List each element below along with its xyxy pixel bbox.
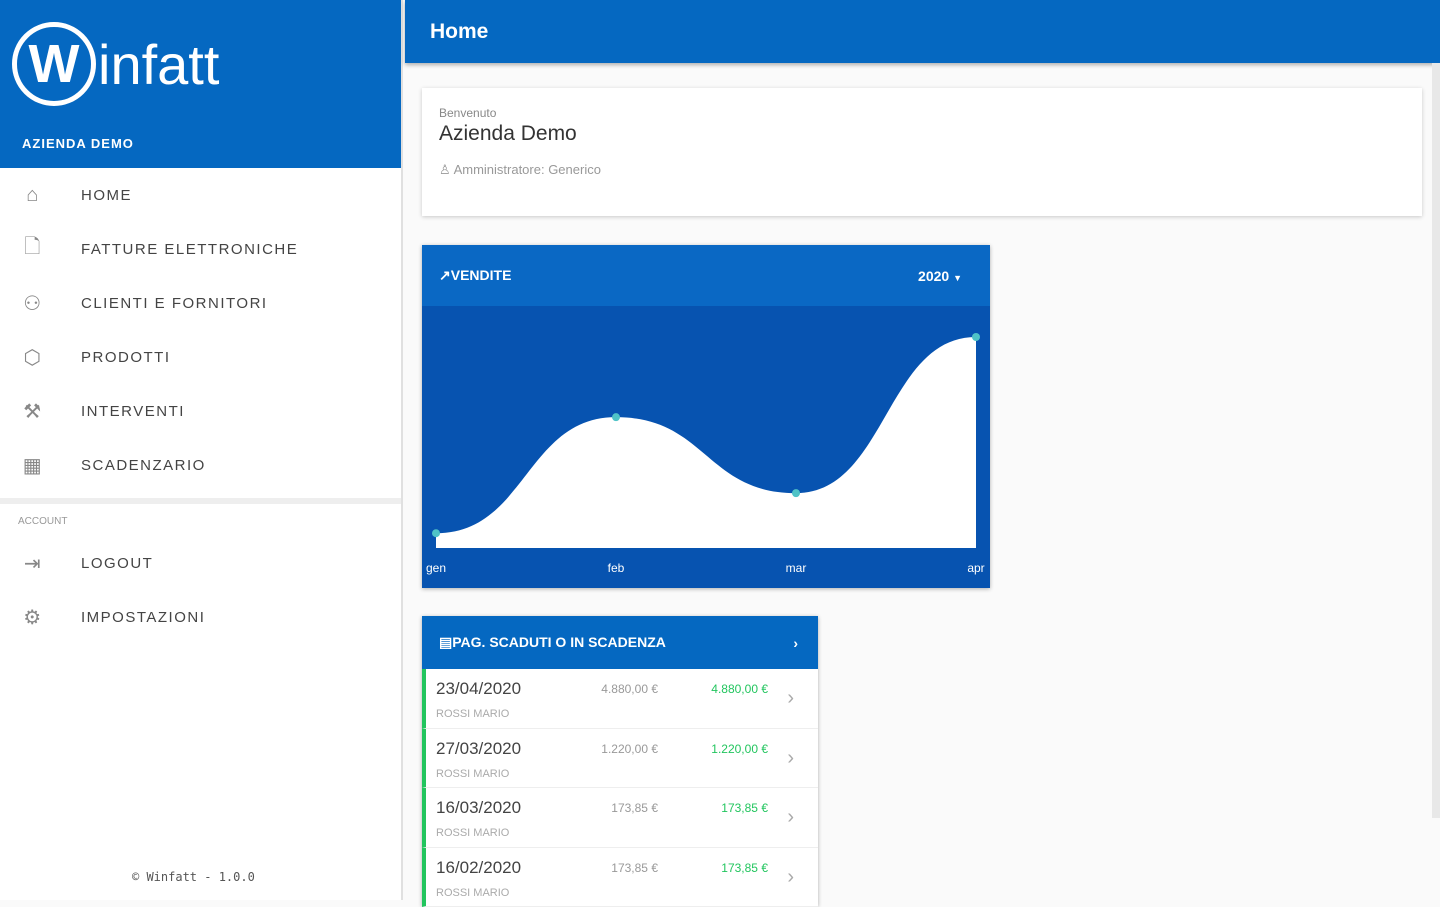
payment-due: 173,85 € bbox=[721, 861, 768, 875]
x-tick-label: gen bbox=[426, 561, 446, 575]
box-icon: ⬡ bbox=[20, 345, 46, 370]
version-footer: © Winfatt - 1.0.0 bbox=[132, 870, 255, 884]
payment-amount: 4.880,00 € bbox=[601, 682, 658, 696]
sidebar-item-prodotti[interactable]: ⬡ PRODOTTI bbox=[0, 330, 401, 384]
data-point-feb[interactable] bbox=[612, 413, 620, 421]
company-name: AZIENDA DEMO bbox=[22, 136, 134, 151]
payment-due: 4.880,00 € bbox=[711, 682, 768, 696]
welcome-card: Benvenuto Azienda Demo ♙ Amministratore:… bbox=[422, 88, 1422, 216]
payment-due: 173,85 € bbox=[721, 801, 768, 815]
document-icon: 🗋 bbox=[20, 232, 46, 266]
payment-date: 23/04/2020 bbox=[436, 679, 521, 699]
sales-title: VENDITE bbox=[451, 267, 512, 283]
sidebar-item-clienti[interactable]: ⚇ CLIENTI E FORNITORI bbox=[0, 276, 401, 330]
nav-label: SCADENZARIO bbox=[81, 457, 206, 474]
sidebar-item-home[interactable]: ⌂ HOME bbox=[0, 168, 401, 222]
home-icon: ⌂ bbox=[20, 184, 46, 207]
top-bar: Home bbox=[405, 0, 1440, 63]
payment-customer: ROSSI MARIO bbox=[436, 827, 509, 839]
data-point-apr[interactable] bbox=[972, 333, 980, 341]
chevron-right-icon: › bbox=[787, 747, 794, 770]
nav-label: FATTURE ELETTRONICHE bbox=[81, 241, 298, 258]
payment-amount: 173,85 € bbox=[611, 861, 658, 875]
payment-row[interactable]: 23/04/2020 ROSSI MARIO 4.880,00 € 4.880,00 … bbox=[422, 669, 818, 729]
section-label: ACCOUNT bbox=[0, 504, 401, 536]
chevron-right-icon: › bbox=[787, 806, 794, 829]
payments-title: PAG. SCADUTI O IN SCADENZA bbox=[452, 634, 666, 650]
payment-customer: ROSSI MARIO bbox=[436, 768, 509, 780]
calendar-icon: ▦ bbox=[20, 453, 46, 478]
payment-row[interactable]: 16/02/2020 ROSSI MARIO 173,85 € 173,85 € › bbox=[422, 848, 818, 907]
year-select[interactable]: 2020 ▼ bbox=[918, 268, 962, 284]
logout-icon: ⇥ bbox=[20, 551, 46, 576]
sidebar-item-impostazioni[interactable]: ⚙ IMPOSTAZIONI bbox=[0, 590, 401, 644]
payment-customer: ROSSI MARIO bbox=[436, 708, 509, 720]
chevron-right-icon: › bbox=[787, 866, 794, 889]
chevron-right-icon[interactable]: › bbox=[793, 635, 798, 651]
payment-row[interactable]: 27/03/2020 ROSSI MARIO 1.220,00 € 1.220,00 … bbox=[422, 729, 818, 789]
nav-label: INTERVENTI bbox=[81, 403, 185, 420]
wallet-icon: ▤ bbox=[439, 634, 452, 650]
data-point-gen[interactable] bbox=[432, 529, 440, 537]
nav-label: PRODOTTI bbox=[81, 349, 171, 366]
tools-icon: ⚒ bbox=[20, 399, 46, 424]
data-point-mar[interactable] bbox=[792, 489, 800, 497]
scrollbar[interactable] bbox=[1432, 63, 1440, 818]
payment-row[interactable]: 16/03/2020 ROSSI MARIO 173,85 € 173,85 € › bbox=[422, 788, 818, 848]
nav-list: ⌂ HOME 🗋 FATTURE ELETTRONICHE ⚇ CLIENTI E F… bbox=[0, 168, 401, 492]
payment-customer: ROSSI MARIO bbox=[436, 887, 509, 899]
company-title: Azienda Demo bbox=[439, 122, 1405, 146]
chevron-right-icon: › bbox=[787, 687, 794, 710]
chevron-down-icon: ▼ bbox=[953, 273, 962, 283]
payment-date: 16/03/2020 bbox=[436, 798, 521, 818]
sidebar-item-interventi[interactable]: ⚒ INTERVENTI bbox=[0, 384, 401, 438]
sales-chart: gen feb mar apr bbox=[422, 306, 990, 588]
payment-amount: 1.220,00 € bbox=[601, 742, 658, 756]
payments-card: ▤PAG. SCADUTI O IN SCADENZA › 23/04/2020 R… bbox=[422, 616, 818, 906]
user-icon: ♙ bbox=[439, 162, 454, 177]
x-tick-label: apr bbox=[967, 561, 984, 575]
x-tick-label: feb bbox=[608, 561, 625, 575]
payment-due: 1.220,00 € bbox=[711, 742, 768, 756]
payment-amount: 173,85 € bbox=[611, 801, 658, 815]
nav-label: HOME bbox=[81, 187, 132, 204]
greeting: Benvenuto bbox=[439, 106, 1405, 120]
nav-label: CLIENTI E FORNITORI bbox=[81, 295, 268, 312]
payment-date: 27/03/2020 bbox=[436, 739, 521, 759]
nav-label: LOGOUT bbox=[81, 555, 153, 572]
sales-card: ↗VENDITE 2020 ▼ gen feb mar apr bbox=[422, 245, 990, 588]
page-title: Home bbox=[430, 20, 488, 44]
sidebar-item-logout[interactable]: ⇥ LOGOUT bbox=[0, 536, 401, 590]
payment-date: 16/02/2020 bbox=[436, 858, 521, 878]
x-tick-label: mar bbox=[786, 561, 807, 575]
user-role: Amministratore: Generico bbox=[454, 162, 601, 177]
sidebar-item-scadenzario[interactable]: ▦ SCADENZARIO bbox=[0, 438, 401, 492]
year-value: 2020 bbox=[918, 268, 949, 284]
trending-icon: ↗ bbox=[439, 267, 451, 283]
sales-area bbox=[436, 337, 976, 548]
nav-label: IMPOSTAZIONI bbox=[81, 609, 205, 626]
sidebar-item-fatture[interactable]: 🗋 FATTURE ELETTRONICHE bbox=[0, 222, 401, 276]
gear-icon: ⚙ bbox=[20, 605, 46, 630]
users-icon: ⚇ bbox=[20, 291, 46, 316]
